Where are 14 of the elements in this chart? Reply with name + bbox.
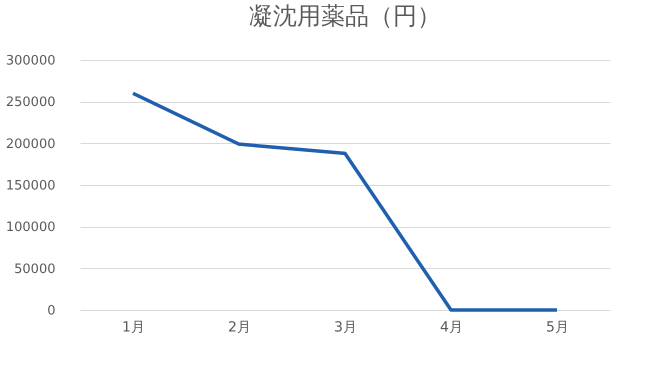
y-tick-label: 250000 xyxy=(6,95,56,110)
x-tick-label: 4月 xyxy=(440,320,463,336)
x-tick-label: 2月 xyxy=(228,320,251,336)
x-tick-label: 1月 xyxy=(122,320,145,336)
y-tick-label: 0 xyxy=(47,304,56,318)
x-tick-label: 3月 xyxy=(334,320,357,336)
y-tick-label: 50000 xyxy=(14,262,56,277)
line-series xyxy=(131,92,559,312)
y-tick-label: 150000 xyxy=(6,178,56,194)
x-tick-label: 5月 xyxy=(546,320,569,336)
y-tick-label: 100000 xyxy=(6,220,56,236)
y-tick-label: 300000 xyxy=(6,54,56,68)
y-tick-label: 200000 xyxy=(6,136,56,152)
chart-title: 凝沈用薬品（円） xyxy=(249,2,441,30)
